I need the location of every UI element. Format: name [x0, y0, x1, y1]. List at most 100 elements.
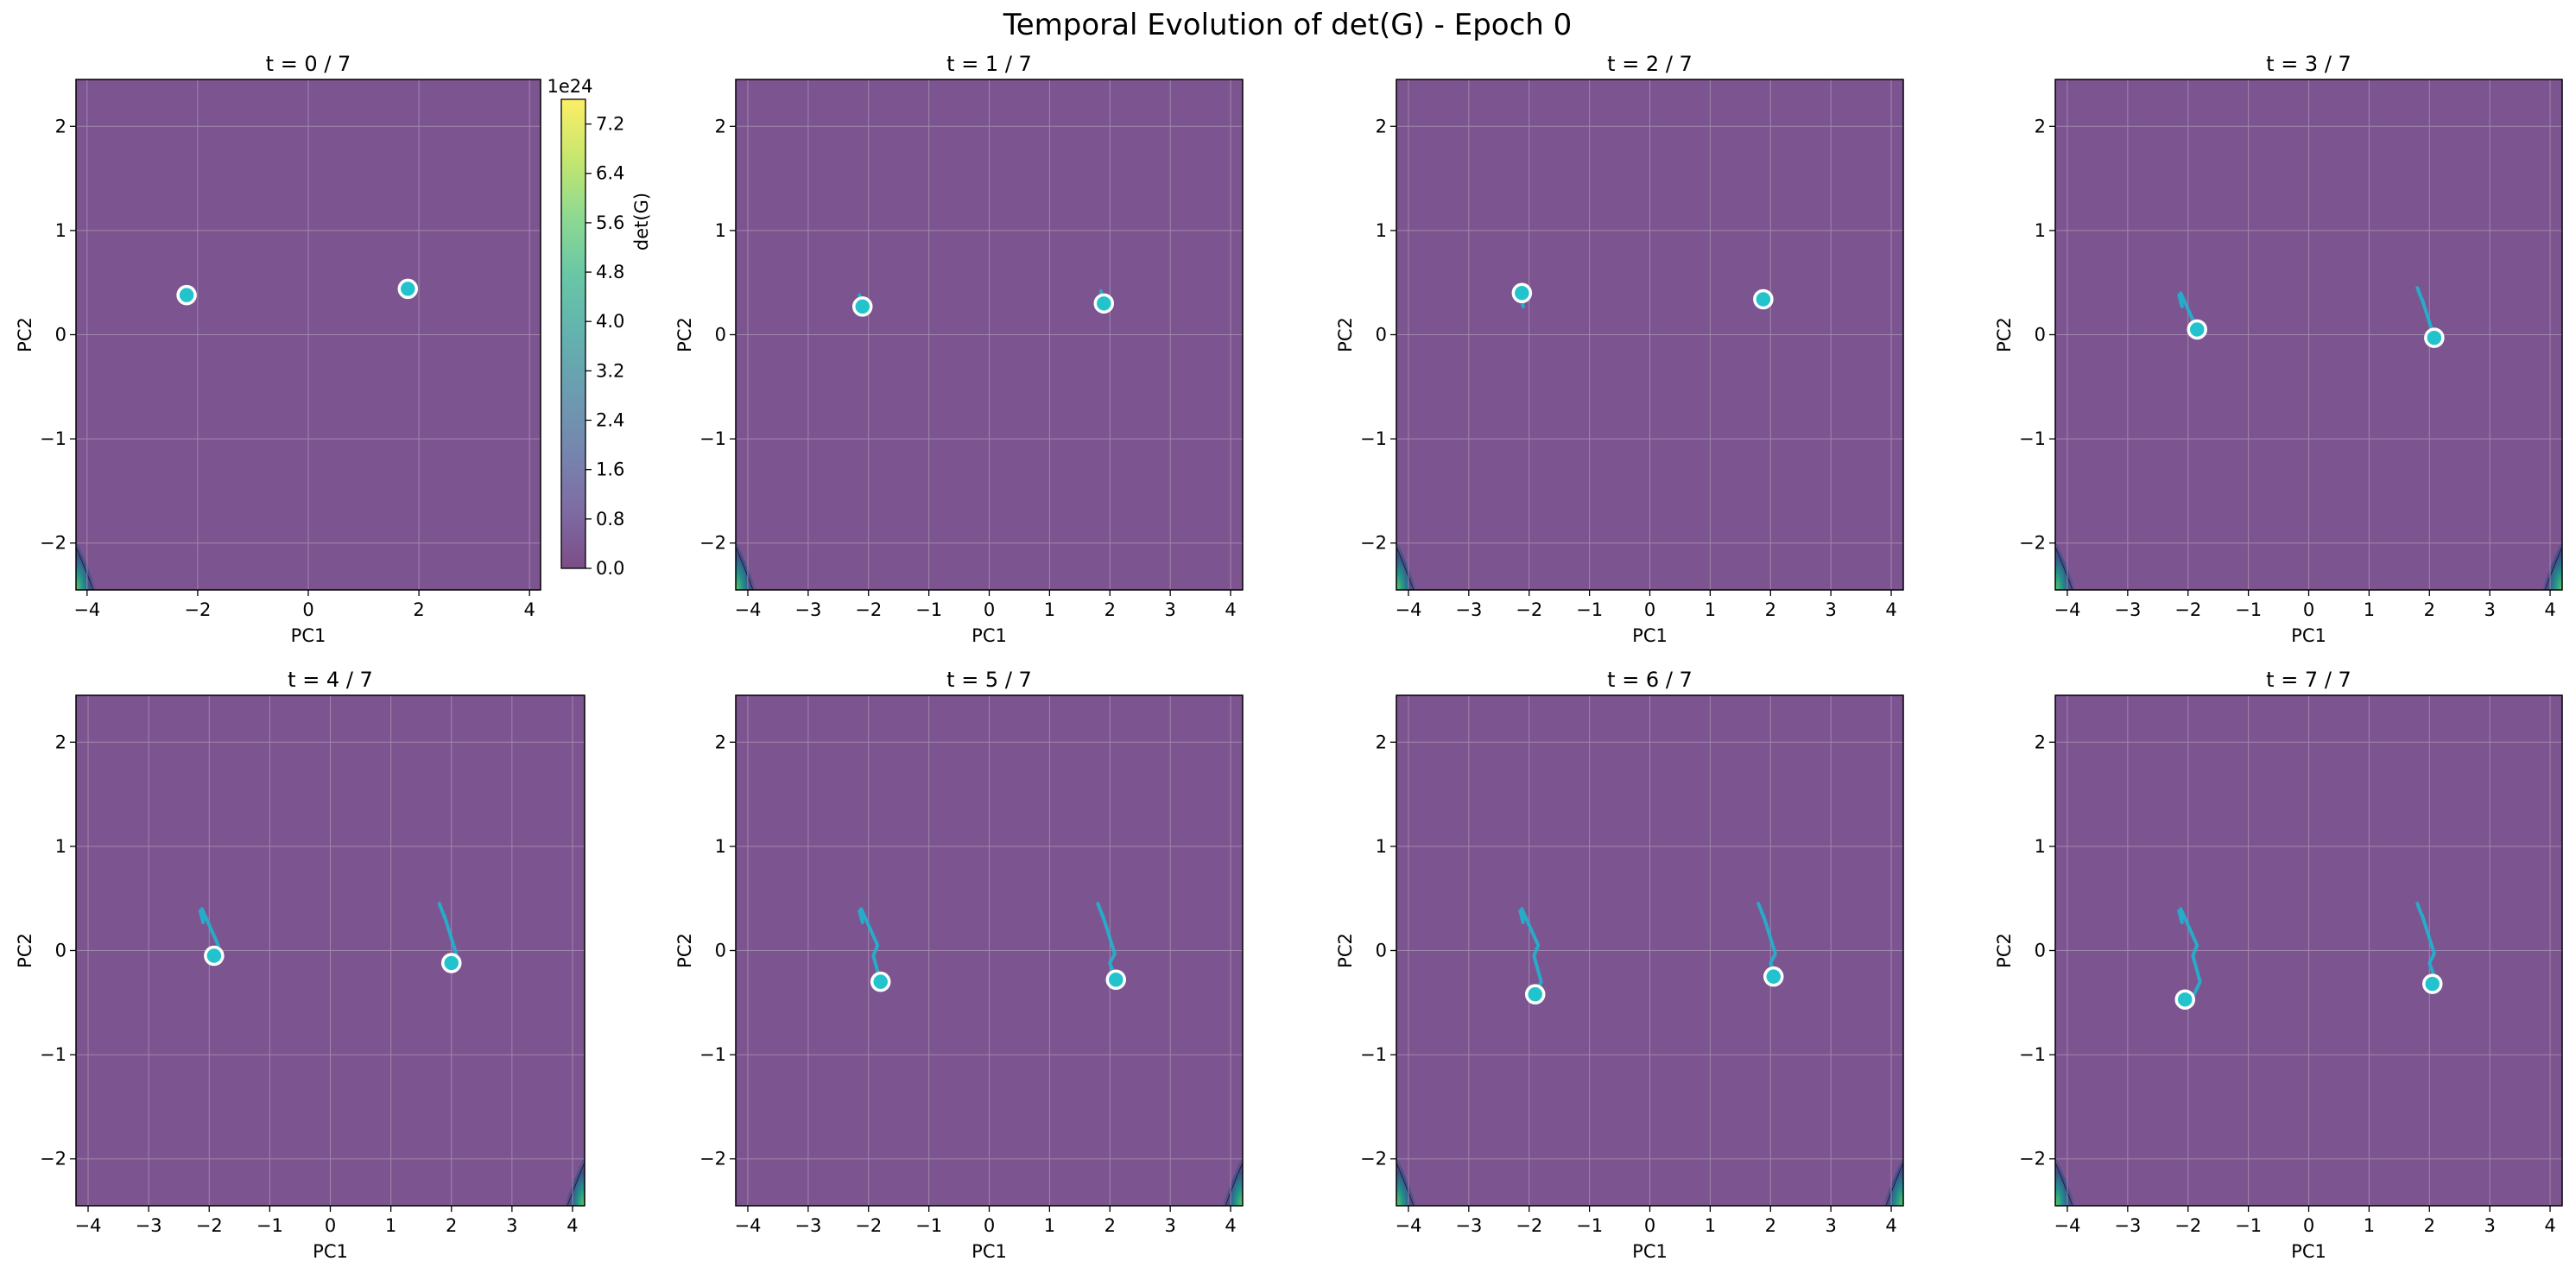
x-tick-label: −2 [184, 599, 211, 620]
y-tick-label: 1 [2035, 220, 2046, 241]
subplot-title: t = 2 / 7 [1607, 52, 1693, 76]
subplot-title: t = 1 / 7 [946, 52, 1032, 76]
x-tick-label: 0 [325, 1215, 336, 1236]
contour-line [2055, 1162, 2073, 1206]
subplot-title: t = 3 / 7 [2266, 52, 2351, 76]
hot-corner-bottom-right [1883, 1154, 1903, 1206]
x-tick-label: −3 [2114, 1215, 2141, 1236]
hot-corner-bottom-left [736, 538, 756, 590]
y-axis-label: PC2 [1994, 933, 2015, 968]
hot-corner-bottom-left [2055, 538, 2076, 590]
hot-corner-bottom-left [76, 538, 97, 590]
colorbar-tick-label: 7.2 [596, 114, 624, 135]
y-tick-label: 2 [2035, 732, 2046, 752]
x-tick-label: −1 [1576, 1215, 1603, 1236]
x-tick-label: 0 [984, 599, 995, 620]
x-tick-label: −4 [75, 1215, 102, 1236]
axes-frame [1396, 79, 1904, 591]
trajectory-line [2177, 907, 2202, 1002]
x-tick-label: 4 [2544, 1215, 2555, 1236]
x-axis-label: PC1 [313, 1241, 348, 1262]
y-tick-label: 2 [2035, 116, 2046, 136]
x-tick-label: −1 [2235, 1215, 2262, 1236]
y-tick-label: −1 [40, 428, 66, 449]
x-axis-label: PC1 [972, 625, 1007, 646]
y-tick-label: −1 [40, 1044, 66, 1065]
x-tick-label: 0 [1644, 599, 1655, 620]
contour-line [2055, 546, 2073, 590]
x-tick-label: 1 [2364, 599, 2375, 620]
axes-frame [735, 79, 1244, 591]
y-tick-label: 1 [2035, 836, 2046, 857]
x-tick-label: −3 [794, 599, 821, 620]
axes-frame [2054, 694, 2563, 1207]
x-tick-label: 1 [385, 1215, 396, 1236]
colorbar-tick-label: 0.8 [596, 509, 624, 529]
subplot-title: t = 7 / 7 [2266, 668, 2351, 692]
contour-line [736, 546, 754, 590]
y-tick-label: −2 [2019, 533, 2046, 554]
y-axis-label: PC2 [674, 317, 695, 352]
y-tick-label: 0 [55, 941, 66, 961]
current-position-marker [440, 953, 462, 973]
colorbar-tick-label: 2.4 [596, 410, 624, 431]
plot-area [1396, 79, 1903, 590]
y-tick-label: 0 [715, 941, 726, 961]
x-tick-label: 1 [1705, 1215, 1716, 1236]
x-tick-label: −4 [2054, 599, 2080, 620]
y-tick-label: 1 [715, 836, 726, 857]
colorbar-tick-label: 0.0 [596, 558, 624, 579]
colorbar-tick-label: 5.6 [596, 212, 624, 233]
axes-frame [75, 694, 585, 1207]
y-tick-label: 0 [715, 325, 726, 345]
hot-corner-bottom-right [2541, 538, 2562, 590]
figure-title: Temporal Evolution of det(G) - Epoch 0 [1003, 8, 1573, 42]
x-tick-label: 3 [1164, 599, 1175, 620]
contour-line [1225, 1162, 1243, 1206]
x-tick-label: −1 [256, 1215, 283, 1236]
trajectory-line [858, 907, 883, 984]
x-tick-label: 2 [1104, 599, 1116, 620]
y-tick-label: 1 [55, 220, 66, 241]
current-position-marker [2424, 327, 2445, 348]
colorbar-tick-label: 4.8 [596, 262, 624, 282]
y-tick-label: −2 [1360, 1149, 1387, 1169]
current-position-marker [2187, 319, 2207, 340]
x-tick-label: −3 [136, 1215, 162, 1236]
x-tick-label: −3 [1455, 599, 1482, 620]
x-tick-label: 0 [984, 1215, 995, 1236]
y-tick-label: 0 [1376, 325, 1387, 345]
subplot-0: −4 −2 0 2 4 −2 −1 0 1 2 t = 0 / 7 PC1 PC2 [15, 52, 541, 646]
x-tick-label: 3 [506, 1215, 517, 1236]
x-tick-label: −4 [73, 599, 100, 620]
x-axis-label: PC1 [291, 625, 326, 646]
y-tick-label: −1 [1360, 428, 1387, 449]
x-tick-label: 3 [1164, 1215, 1175, 1236]
x-tick-label: 4 [524, 599, 535, 620]
y-axis-label: PC2 [1335, 317, 1356, 352]
y-tick-label: 0 [2035, 941, 2046, 961]
x-tick-label: 3 [2484, 1215, 2495, 1236]
current-position-marker [1093, 293, 1115, 314]
subplot-3: −4 −3 −2 −1 0 1 2 3 4 −2 −1 0 1 2 t = 3 / 7 PC1 PC2 [1994, 52, 2563, 646]
y-tick-label: −2 [2019, 1149, 2046, 1169]
y-axis-label: PC2 [1994, 317, 2015, 352]
current-position-marker [2422, 973, 2443, 994]
colorbar-tick-label: 4.0 [596, 311, 624, 332]
x-tick-label: 0 [2303, 1215, 2314, 1236]
y-tick-label: 2 [55, 732, 66, 752]
subplot-title: t = 0 / 7 [266, 52, 351, 76]
contour-line [2544, 546, 2562, 590]
y-tick-label: −1 [2019, 428, 2046, 449]
y-tick-label: 1 [1376, 836, 1387, 857]
x-tick-label: 1 [1044, 599, 1055, 620]
current-position-marker [1753, 288, 1774, 310]
colorbar-frame [560, 98, 586, 569]
axes-frame [2054, 79, 2563, 591]
current-position-marker [1105, 969, 1126, 991]
y-tick-label: −2 [699, 533, 726, 554]
x-tick-label: −1 [2235, 599, 2262, 620]
x-tick-label: 1 [2364, 1215, 2375, 1236]
y-tick-label: −1 [699, 1044, 726, 1065]
